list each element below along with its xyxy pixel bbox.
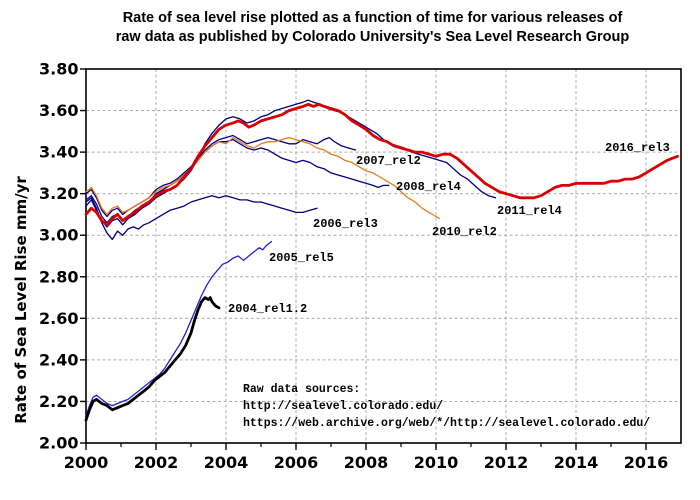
x-tick-label: 2008 [344,453,389,472]
y-tick-label: 3.20 [39,184,78,203]
x-tick-label: 2010 [414,453,459,472]
series-line-2007_rel2 [85,134,357,218]
y-tick-label: 3.00 [39,226,78,245]
x-tick-label: 2002 [134,453,179,472]
series-line-2004_rel1.2 [84,296,221,422]
series-label-2008_rel4: 2008_rel4 [396,180,461,194]
chart-title-line2: raw data as published by Colorado Univer… [115,29,630,45]
y-axis-title: Rate of Sea Level Rise mm/yr [12,176,30,424]
tick-labels-layer: 2000 2002 2004 2006 2008 2010 2012 2014 2016 2.00… [39,60,668,473]
series-label-2005_rel5: 2005_rel5 [269,251,334,265]
y-tick-label: 3.40 [39,143,78,162]
x-tick-label: 2004 [204,453,249,472]
y-tick-label: 2.00 [39,434,78,453]
y-tick-label: 2.20 [39,392,78,411]
annotation-url-sealevel: http://sealevel.colorado.edu/ [243,400,443,413]
annotation-block: Raw data sources: http://sealevel.colora… [243,383,650,430]
series-line-2005_rel5 [85,240,273,417]
chart-title-line1: Rate of sea level rise plotted as a func… [122,10,623,26]
y-tick-label: 2.40 [39,350,78,369]
y-tick-label: 2.80 [39,267,78,286]
gridlines-layer [86,69,681,443]
x-tick-label: 2012 [484,453,529,472]
series-labels-layer: 2006_rel3 2007_rel2 2008_rel4 2010_rel22011… [228,141,670,316]
series-label-2006_rel3: 2006_rel3 [313,217,378,231]
annotation-url-webarchive: https://web.archive.org/web/*/http://sea… [243,417,650,430]
plot-border [85,68,682,444]
series-label-2016_rel3: 2016_rel3 [605,141,670,155]
series-layer [84,99,679,422]
x-tick-label: 2000 [64,453,109,472]
series-label-2010_rel2: 2010_rel2 [432,225,497,239]
annotation-raw-data-sources: Raw data sources: [243,383,360,396]
series-label-2007_rel2: 2007_rel2 [356,154,421,168]
series-line-2011_rel4 [85,99,497,228]
y-tick-label: 2.60 [39,309,78,328]
x-tick-label: 2006 [274,453,319,472]
series-line-2006_rel3 [85,195,318,241]
y-tick-label: 3.80 [39,60,78,79]
y-tick-label: 3.60 [39,101,78,120]
series-line-2016_rel3 [84,102,679,227]
series-label-2011_rel4: 2011_rel4 [497,204,562,218]
series-line-2010_rel2 [85,136,441,220]
x-tick-label: 2016 [624,453,669,472]
series-label-2004_rel1.2: 2004_rel1.2 [228,302,307,316]
chart-title: Rate of sea level rise plotted as a func… [45,9,700,47]
x-tick-label: 2014 [554,453,599,472]
